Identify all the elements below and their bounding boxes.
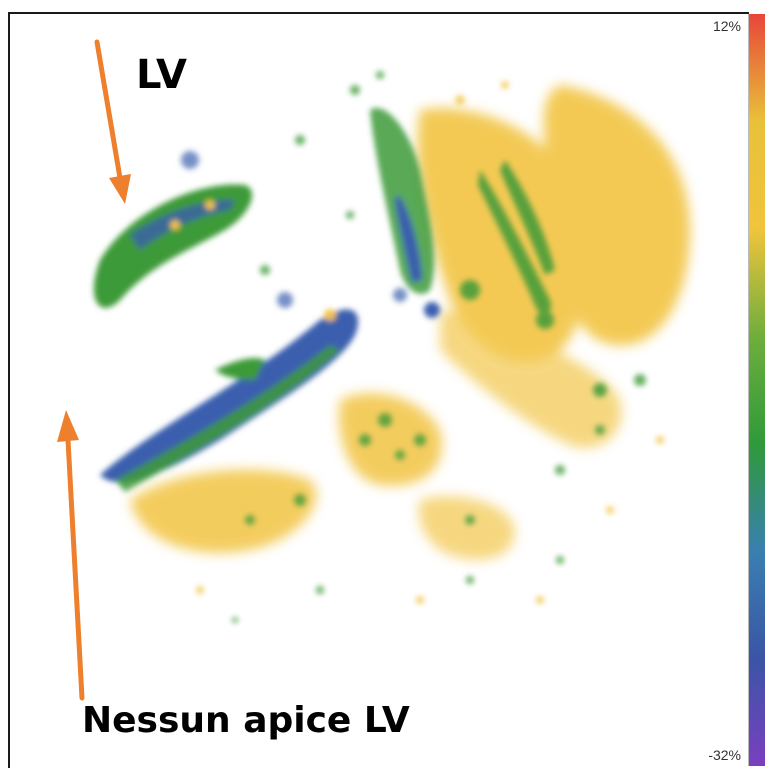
scale-max-label: 12% (712, 18, 741, 34)
scale-min-label: -32% (708, 747, 741, 763)
lv-upper-band (93, 151, 253, 308)
septum-band (370, 108, 440, 318)
scatter-speckles (196, 71, 664, 623)
color-scale-bar (748, 14, 765, 766)
lv-lower-band (100, 292, 359, 492)
yellow-region-lower (130, 393, 515, 560)
green-streaks-right (460, 160, 607, 397)
label-lv: LV (136, 52, 187, 98)
label-nessun-apice: Nessun apice LV (82, 700, 410, 741)
arrow-lv (94, 39, 131, 204)
arrow-apex (57, 410, 85, 701)
